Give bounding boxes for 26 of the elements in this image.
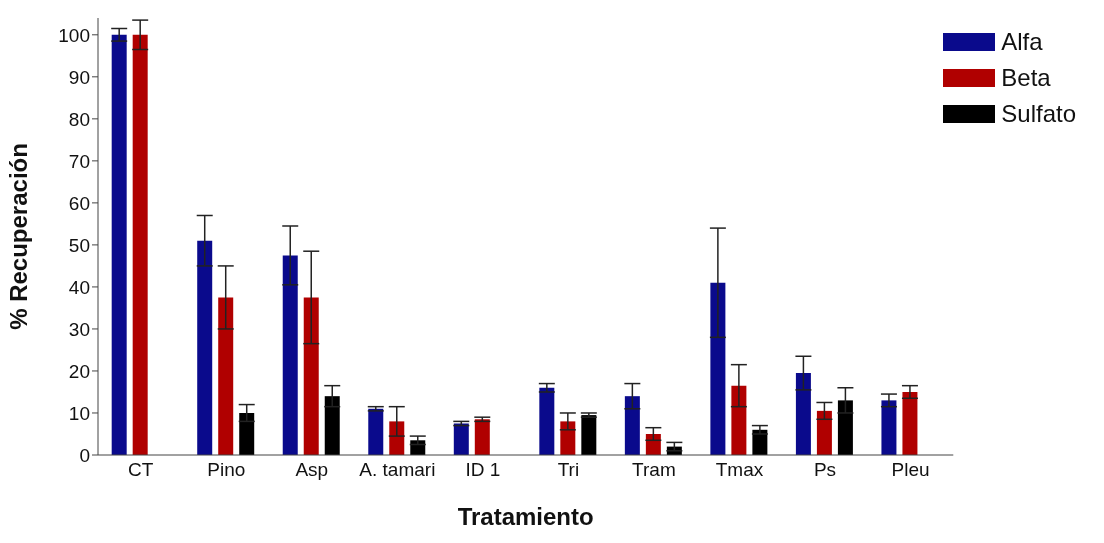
x-tick-label: CT: [128, 459, 154, 481]
y-tick-label: 0: [79, 444, 90, 466]
y-tick-label: 30: [68, 318, 90, 340]
legend-label: Sulfato: [1001, 100, 1076, 128]
y-tick-label: 40: [68, 276, 90, 298]
y-tick-label: 100: [58, 24, 90, 46]
x-tick-label: Pleu: [891, 459, 930, 481]
legend-label: Beta: [1001, 64, 1051, 92]
y-tick-label: 10: [68, 402, 90, 424]
x-tick-label: Tram: [632, 459, 676, 481]
x-tick-label: Tmax: [715, 459, 764, 481]
y-axis-title: % Recuperación: [4, 143, 32, 330]
y-tick-label: 80: [68, 108, 90, 130]
x-tick-label: Asp: [295, 459, 329, 481]
y-tick-label: 50: [68, 234, 90, 256]
x-tick-label: Ps: [813, 459, 837, 481]
legend-label: Alfa: [1001, 28, 1043, 56]
x-tick-label: Pino: [207, 459, 246, 481]
y-tick-label: 70: [68, 150, 90, 172]
x-tick-label: Tri: [557, 459, 580, 481]
x-axis-title: Tratamiento: [457, 503, 594, 530]
y-tick-label: 60: [68, 192, 90, 214]
x-tick-label: A. tamari: [359, 459, 436, 481]
y-tick-label: 20: [68, 360, 90, 382]
x-tick-label: ID 1: [465, 459, 501, 481]
y-tick-label: 90: [68, 66, 90, 88]
